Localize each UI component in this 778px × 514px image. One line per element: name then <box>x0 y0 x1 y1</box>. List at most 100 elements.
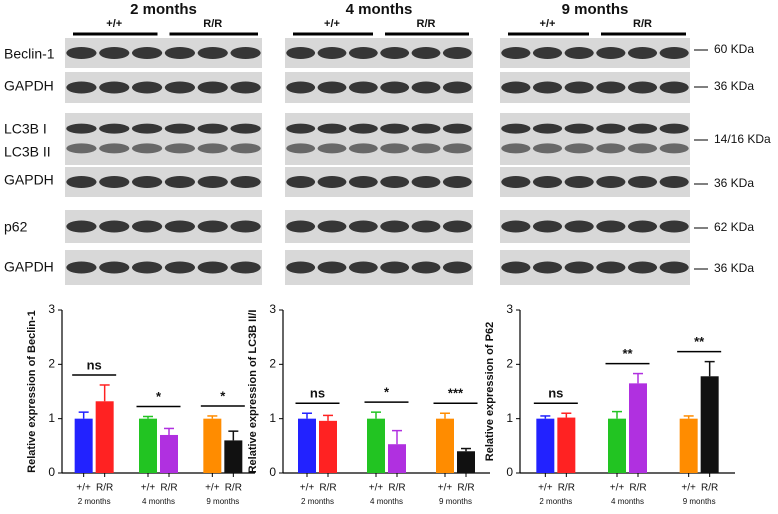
significance-label: * <box>220 388 226 403</box>
blot-band <box>380 220 410 233</box>
blot-band <box>230 47 261 59</box>
x-tick-label: R/R <box>96 483 113 494</box>
blot-band <box>442 123 472 134</box>
y-tick-label: 2 <box>506 357 513 371</box>
blot-band <box>411 261 441 274</box>
bar <box>436 418 454 473</box>
blot-band <box>131 261 163 274</box>
blot-band <box>348 123 378 134</box>
y-tick-label: 3 <box>506 302 513 316</box>
blot-band <box>286 47 316 59</box>
blot-band <box>564 123 594 134</box>
blot-band <box>596 176 626 188</box>
blot-band <box>659 81 689 94</box>
x-tick-label: +/+ <box>369 483 384 494</box>
genotype-label: R/R <box>203 18 222 30</box>
blot-band <box>442 81 472 94</box>
significance-label: * <box>384 385 390 400</box>
blot-band <box>164 220 196 233</box>
blot-band <box>131 176 163 188</box>
blot-band <box>348 47 378 59</box>
bar <box>388 444 406 473</box>
x-tick-label: R/R <box>225 483 242 494</box>
blot-panel <box>65 72 262 103</box>
significance-label: ns <box>310 386 325 401</box>
blot-band <box>197 47 228 59</box>
x-tick-label: R/R <box>629 483 646 494</box>
size-label: 14/16 KDa <box>714 132 771 146</box>
significance-label: ns <box>87 357 102 372</box>
blot-band <box>564 261 594 274</box>
y-axis-label: Relative expression of Beclin-1 <box>26 310 38 473</box>
genotype-label: +/+ <box>540 18 556 30</box>
blot-band <box>532 81 563 94</box>
blot-band <box>230 176 261 188</box>
blot-band <box>627 176 658 188</box>
group-label: 2 months <box>301 497 334 506</box>
blot-band <box>380 123 410 134</box>
significance-label: *** <box>448 386 464 401</box>
blot-band <box>131 123 163 134</box>
blot-band <box>99 220 130 233</box>
blot-band <box>380 81 410 94</box>
blot-band <box>659 123 689 134</box>
y-tick-label: 3 <box>269 302 276 316</box>
blot-panel <box>500 167 690 197</box>
blot-band <box>501 176 531 188</box>
blot-band <box>99 176 130 188</box>
blot-band <box>411 220 441 233</box>
size-label: 36 KDa <box>714 79 754 93</box>
blot-band <box>659 220 689 233</box>
blot-band <box>66 123 97 134</box>
blot-band <box>66 176 97 188</box>
blot-panel <box>285 38 473 68</box>
blot-band <box>442 176 472 188</box>
significance-label: ** <box>694 334 705 349</box>
blot-band <box>627 220 658 233</box>
blot-panel <box>285 167 473 197</box>
blot-band <box>442 261 472 274</box>
blot-band <box>317 176 347 188</box>
bar <box>557 417 576 473</box>
y-tick-label: 0 <box>269 465 276 479</box>
blot-band <box>411 143 441 154</box>
blot-band <box>164 261 196 274</box>
column-header: 4 months <box>346 1 413 18</box>
blot-band <box>380 47 410 59</box>
blot-panel <box>500 72 690 103</box>
blot-band <box>348 143 378 154</box>
blot-band <box>501 143 531 154</box>
blot-band <box>442 143 472 154</box>
blot-band <box>411 81 441 94</box>
blot-band <box>627 47 658 59</box>
blot-band <box>564 81 594 94</box>
x-tick-label: R/R <box>558 483 575 494</box>
bar <box>224 440 243 473</box>
blot-band <box>99 261 130 274</box>
size-label: 62 KDa <box>714 220 754 234</box>
blot-band <box>532 176 563 188</box>
blot-band <box>627 143 658 154</box>
bar <box>367 418 385 473</box>
blot-band <box>501 261 531 274</box>
y-tick-label: 1 <box>48 411 55 425</box>
significance-label: * <box>156 389 162 404</box>
blot-band <box>532 261 563 274</box>
blot-band <box>230 81 261 94</box>
blot-band <box>99 143 130 154</box>
blot-panel <box>285 250 473 285</box>
x-tick-label: +/+ <box>681 483 696 494</box>
blot-band <box>532 143 563 154</box>
blot-band <box>659 143 689 154</box>
blot-band <box>230 261 261 274</box>
blot-band <box>317 123 347 134</box>
group-label: 9 months <box>683 497 716 506</box>
blot-band <box>627 123 658 134</box>
blot-band <box>442 220 472 233</box>
column-header: 9 months <box>562 1 629 18</box>
blot-band <box>317 220 347 233</box>
blot-band <box>532 47 563 59</box>
blot-band <box>411 47 441 59</box>
x-tick-label: +/+ <box>205 483 220 494</box>
